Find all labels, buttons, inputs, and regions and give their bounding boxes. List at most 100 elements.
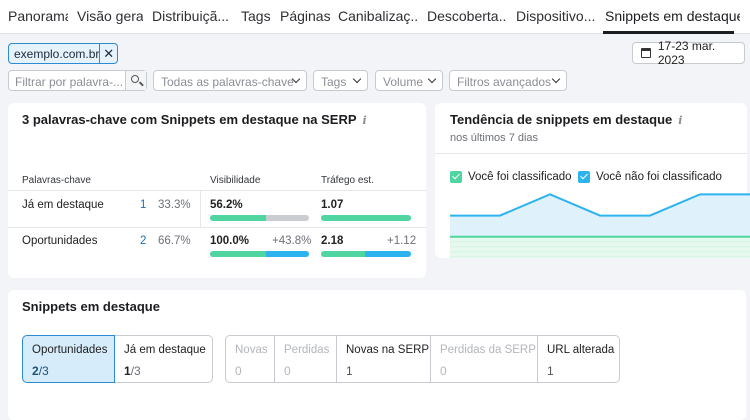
segment-value: 1	[547, 364, 554, 378]
segment-value-count: 1	[124, 364, 131, 378]
row-label-opportunities: Oportunidades	[22, 235, 98, 247]
snippets-card-title: Snippets em destaque	[22, 299, 160, 314]
advanced-filters-dropdown[interactable]: Filtros avançados	[449, 70, 567, 91]
table-divider	[8, 227, 426, 228]
keywords-dropdown-label: Todas as palavras-chave	[161, 75, 294, 89]
chevron-down-icon	[352, 74, 362, 84]
legend-ranked[interactable]: Você foi classificado	[450, 171, 572, 183]
date-range-label: 17-23 mar. 2023	[657, 39, 716, 67]
legend-ranked-label: Você foi classificado	[468, 171, 572, 183]
segment-value: 0	[235, 364, 242, 378]
info-icon[interactable]: i	[362, 114, 367, 127]
volume-dropdown-label: Volume	[383, 75, 424, 89]
col-header-visibility: Visibilidade	[210, 175, 261, 186]
row-pct-opportunities: 66.7%	[158, 235, 191, 247]
table-divider	[8, 190, 426, 191]
row-traffic-opportunities: 2.18	[321, 235, 344, 247]
segment-value: 2/3	[32, 364, 49, 378]
chevron-down-icon	[427, 74, 437, 84]
traffic-bar	[321, 215, 411, 221]
row-count-featured[interactable]: 1	[140, 199, 147, 211]
segment-value: 0	[440, 364, 447, 378]
segment-lost-from-serp: Perdidas da SERP 0	[431, 335, 538, 383]
segment-label: Perdidas	[284, 344, 330, 356]
tab-dispositivos[interactable]: Dispositivo...	[516, 8, 596, 24]
segment-value-total: /3	[130, 364, 141, 378]
tab-distribuicao[interactable]: Distribuiçã...	[152, 8, 230, 24]
series-line-1	[450, 193, 750, 217]
segment-new-in-serp[interactable]: Novas na SERP 1	[337, 335, 431, 383]
segment-value-count: 2	[32, 364, 39, 378]
tags-dropdown-label: Tags	[321, 75, 347, 89]
trend-chart	[450, 193, 750, 258]
series-area-0	[450, 236, 750, 258]
tab-tags[interactable]: Tags	[241, 8, 271, 24]
date-range-button[interactable]: 17-23 mar. 2023	[632, 39, 745, 67]
calendar-icon	[641, 48, 651, 58]
card-divider	[435, 153, 747, 154]
row-pct-featured: 33.3%	[158, 199, 191, 211]
summary-card-title: 3 palavras-chave com Snippets em destaqu…	[22, 112, 367, 127]
row-visibility-opportunities: 100.0%	[210, 235, 250, 247]
row-visibility-featured: 56.2%	[210, 199, 243, 211]
tab-visao-geral[interactable]: Visão geral	[77, 8, 143, 24]
segment-value: 1	[346, 364, 353, 378]
tags-dropdown[interactable]: Tags	[313, 70, 368, 91]
domain-chip-label: exemplo.com.br	[14, 46, 100, 61]
segment-label: URL alterada	[547, 344, 615, 356]
tab-descoberta[interactable]: Descoberta...	[427, 8, 507, 24]
segment-label: Novas	[235, 344, 268, 356]
row-visibility-delta: +43.8%	[272, 235, 312, 247]
tab-snippets-em-destaque[interactable]: Snippets em destaque	[605, 8, 740, 24]
tab-canibalizacao[interactable]: Canibalizaç...	[338, 8, 418, 24]
legend-not-ranked-label: Você não foi classificado	[596, 171, 722, 183]
trend-card-subtitle: nos últimos 7 dias	[450, 132, 539, 144]
summary-card: 3 palavras-chave com Snippets em destaqu…	[8, 103, 426, 278]
row-count-opportunities[interactable]: 2	[140, 235, 147, 247]
visibility-bar	[210, 251, 309, 257]
active-tab-indicator	[603, 31, 734, 34]
segment-url-changed[interactable]: URL alterada 1	[538, 335, 620, 383]
tab-panorama[interactable]: Panorama	[8, 8, 68, 24]
row-label-featured: Já em destaque	[22, 199, 104, 211]
segment-value: 0	[284, 364, 291, 378]
trend-card: Tendência de snippets em destaque i nos ú…	[435, 103, 750, 258]
visibility-bar	[210, 215, 309, 221]
segment-label: Perdidas da SERP	[440, 344, 536, 356]
segment-already-featured[interactable]: Já em destaque 1/3	[115, 335, 213, 383]
row-traffic-featured: 1.07	[321, 199, 344, 211]
report-tabs: Panorama Visão geral Distribuiçã... Tags…	[0, 0, 750, 34]
segment-label: Oportunidades	[32, 344, 108, 356]
search-button[interactable]	[125, 71, 146, 90]
column-divider	[200, 191, 201, 227]
checkbox-ranked-icon	[450, 171, 462, 183]
col-header-traffic: Tráfego est.	[321, 175, 374, 186]
info-icon[interactable]: i	[678, 114, 683, 127]
advanced-filters-label: Filtros avançados	[457, 75, 552, 89]
traffic-bar	[321, 251, 411, 257]
row-traffic-delta: +1.12	[387, 235, 417, 247]
remove-domain-icon[interactable]: ✕	[99, 44, 117, 63]
volume-dropdown[interactable]: Volume	[375, 70, 443, 91]
keyword-search-input[interactable]: Filtrar por palavra-...	[15, 75, 124, 89]
segment-label: Novas na SERP	[346, 344, 430, 356]
keywords-dropdown[interactable]: Todas as palavras-chave	[153, 70, 307, 91]
checkbox-not-ranked-icon	[578, 171, 590, 183]
segment-opportunities[interactable]: Oportunidades 2/3	[22, 335, 115, 383]
col-header-keywords: Palavras-chave	[22, 175, 91, 186]
segment-value: 1/3	[124, 364, 141, 378]
summary-card-title-text: 3 palavras-chave com Snippets em destaqu…	[22, 112, 357, 127]
segment-value-total: /3	[38, 364, 49, 378]
search-icon	[131, 75, 139, 83]
legend-not-ranked[interactable]: Você não foi classificado	[578, 171, 722, 183]
trend-card-title: Tendência de snippets em destaque i	[450, 112, 682, 127]
domain-chip: exemplo.com.br ✕	[8, 43, 118, 64]
tab-paginas[interactable]: Páginas	[280, 8, 330, 24]
trend-card-title-text: Tendência de snippets em destaque	[450, 112, 673, 127]
segment-new: Novas 0	[225, 335, 275, 383]
snippets-card: Snippets em destaque Oportunidades 2/3 J…	[8, 290, 746, 420]
segment-lost: Perdidas 0	[275, 335, 337, 383]
keyword-filter: Filtrar por palavra-...	[8, 70, 147, 91]
chevron-down-icon	[551, 74, 561, 84]
segment-label: Já em destaque	[124, 344, 206, 356]
